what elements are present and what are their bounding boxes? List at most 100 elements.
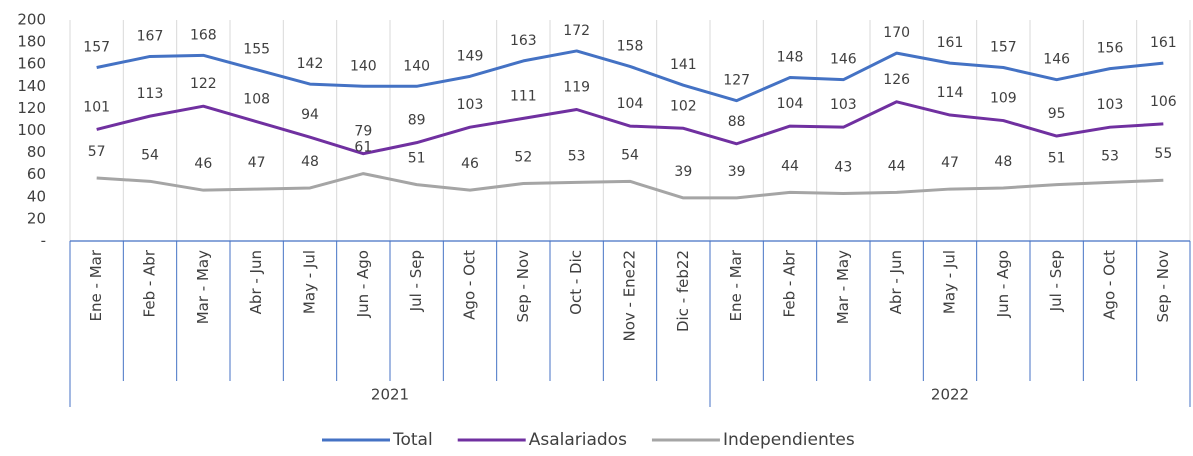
x-tick-label: Ene - Mar — [87, 249, 105, 321]
data-label: 141 — [670, 57, 697, 73]
x-tick-label: Sep - Nov — [514, 250, 532, 323]
data-label: 126 — [883, 72, 910, 88]
data-label: 51 — [1048, 151, 1066, 167]
data-label: 109 — [990, 91, 1017, 107]
x-tick-label: Sep - Nov — [1154, 250, 1172, 323]
data-label: 140 — [350, 58, 377, 74]
x-tick-label: Jun - Ago — [994, 250, 1012, 318]
x-tick-label: Ago - Oct — [461, 250, 479, 320]
data-label: 88 — [728, 114, 746, 130]
data-label: 108 — [243, 92, 270, 108]
data-label: 44 — [781, 158, 799, 174]
x-tick-label: Jun - Ago — [354, 250, 372, 318]
data-label: 161 — [937, 35, 964, 51]
data-label: 157 — [990, 40, 1017, 56]
y-tick-label: 120 — [17, 99, 46, 117]
x-tick-label: Oct - Dic — [567, 250, 585, 315]
data-label: 104 — [777, 96, 804, 112]
legend-label: Total — [392, 430, 433, 450]
x-tick-label: Mar - May — [194, 250, 212, 324]
data-label: 54 — [621, 147, 639, 163]
data-label: 48 — [994, 154, 1012, 170]
data-label: 57 — [88, 144, 106, 160]
data-label: 155 — [243, 42, 270, 58]
data-label: 170 — [883, 25, 910, 41]
data-label: 61 — [354, 140, 372, 156]
x-tick-label: Mar - May — [834, 250, 852, 324]
data-label: 94 — [301, 107, 319, 123]
data-label: 43 — [834, 159, 852, 175]
data-label: 142 — [297, 56, 324, 72]
data-label: 140 — [403, 58, 430, 74]
data-label: 55 — [1154, 146, 1172, 162]
y-tick-label: 200 — [17, 11, 46, 29]
data-label: 51 — [408, 151, 426, 167]
legend-label: Asalariados — [529, 430, 627, 450]
series-line — [96, 100, 1164, 156]
data-label: 172 — [563, 23, 590, 39]
data-label: 146 — [830, 52, 857, 68]
x-tick-label: Jul - Sep — [1047, 250, 1065, 312]
data-label: 46 — [194, 156, 212, 172]
data-label: 119 — [563, 80, 590, 96]
x-tick-label: Nov - Ene22 — [621, 250, 639, 342]
x-tick-label: Dic - feb22 — [674, 250, 692, 332]
data-label: 103 — [1097, 97, 1124, 113]
data-label: 146 — [1043, 52, 1070, 68]
data-label: 52 — [514, 150, 532, 166]
data-label: 148 — [777, 49, 804, 65]
data-label: 53 — [568, 148, 586, 164]
y-tick-label: 60 — [27, 165, 46, 183]
y-tick-label: 40 — [27, 187, 46, 205]
data-label: 95 — [1048, 106, 1066, 122]
data-label: 104 — [617, 96, 644, 112]
data-label: 47 — [248, 155, 266, 171]
data-label: 114 — [937, 85, 964, 101]
data-label: 54 — [141, 147, 159, 163]
data-label: 163 — [510, 33, 537, 49]
series-line — [96, 172, 1164, 200]
data-label: 102 — [670, 98, 697, 114]
y-tick-label: 160 — [17, 55, 46, 73]
group-label: 2022 — [931, 386, 969, 404]
group-label: 2021 — [371, 386, 409, 404]
x-tick-label: Feb - Abr — [781, 249, 799, 317]
data-label: 156 — [1097, 41, 1124, 57]
data-label: 168 — [190, 27, 217, 43]
x-tick-label: May - Jul — [941, 250, 959, 314]
y-tick-label: 180 — [17, 33, 46, 51]
data-label: 48 — [301, 154, 319, 170]
data-label: 161 — [1150, 35, 1177, 51]
data-label: 89 — [408, 113, 426, 129]
data-label: 46 — [461, 156, 479, 172]
data-label: 158 — [617, 38, 644, 54]
x-tick-label: May - Jul — [301, 250, 319, 314]
x-tick-label: Abr - Jun — [247, 250, 265, 314]
data-label: 53 — [1101, 148, 1119, 164]
data-label: 157 — [83, 40, 110, 56]
x-tick-label: Feb - Abr — [141, 249, 159, 317]
data-label: 127 — [723, 73, 750, 89]
y-tick-label: 100 — [17, 121, 46, 139]
data-label: 122 — [190, 76, 217, 92]
data-label: 101 — [83, 99, 110, 115]
data-label: 103 — [457, 97, 484, 113]
data-label: 167 — [137, 28, 164, 44]
data-label: 106 — [1150, 94, 1177, 110]
y-tick-label: - — [41, 232, 46, 250]
data-label: 44 — [888, 158, 906, 174]
y-tick-label: 140 — [17, 77, 46, 95]
data-label: 47 — [941, 155, 959, 171]
series-line — [96, 49, 1164, 103]
y-tick-label: 80 — [27, 143, 46, 161]
y-tick-label: 20 — [27, 209, 46, 227]
x-tick-label: Abr - Jun — [887, 250, 905, 314]
data-label: 149 — [457, 48, 484, 64]
x-tick-label: Ene - Mar — [727, 249, 745, 321]
data-label: 111 — [510, 88, 537, 104]
data-label: 39 — [674, 164, 692, 180]
data-label: 79 — [354, 124, 372, 140]
x-tick-label: Jul - Sep — [407, 250, 425, 312]
legend-label: Independientes — [723, 430, 855, 450]
